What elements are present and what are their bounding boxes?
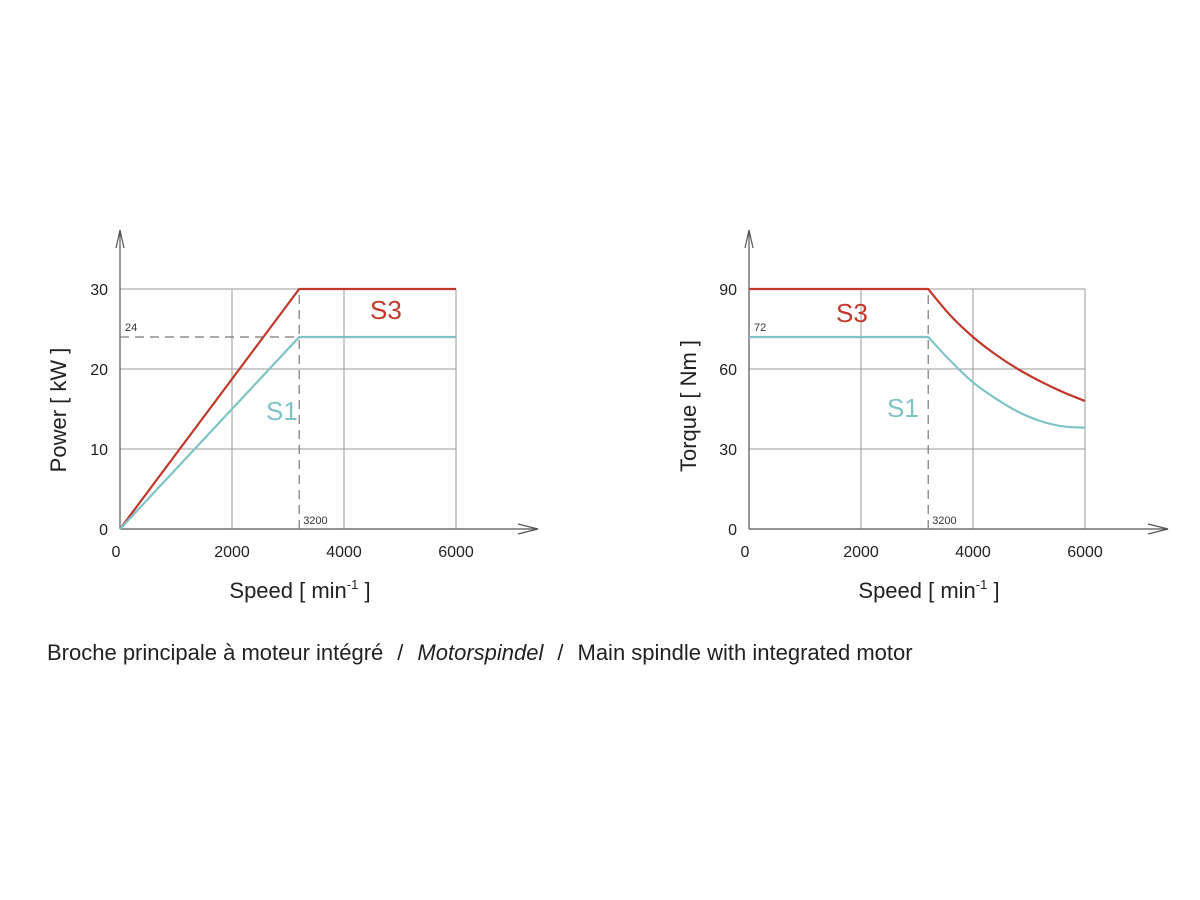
series-label-s3: S3 bbox=[836, 298, 868, 328]
series-line-s1 bbox=[119, 335, 456, 530]
x-tick-label: 4000 bbox=[326, 544, 362, 561]
caption-german: Motorspindel bbox=[417, 640, 544, 665]
torque-chart: 0 2000 4000 6000 0 30 60 90 3200 72 S3 S1 Torque [ N… bbox=[676, 229, 1169, 603]
caption: Broche principale à moteur intégré / Motor… bbox=[47, 640, 913, 666]
reference-x-label: 3200 bbox=[303, 515, 327, 527]
series-line-s3 bbox=[119, 287, 456, 530]
y-tick-label: 10 bbox=[90, 442, 108, 459]
x-tick-label: 0 bbox=[741, 544, 750, 561]
y-axis-label: Power [ kW ] bbox=[46, 348, 71, 473]
y-axis-arrow bbox=[115, 229, 125, 249]
series-line-s3 bbox=[749, 287, 1086, 403]
series-label-s1: S1 bbox=[266, 396, 298, 426]
y-tick-label: 30 bbox=[90, 282, 108, 299]
y-axis-label: Torque [ Nm ] bbox=[676, 340, 701, 472]
caption-english: Main spindle with integrated motor bbox=[577, 640, 913, 665]
caption-separator-2: / bbox=[557, 640, 564, 665]
x-tick-label: 6000 bbox=[1067, 544, 1103, 561]
y-tick-label: 0 bbox=[99, 522, 108, 539]
y-tick-label: 90 bbox=[719, 282, 737, 299]
caption-french: Broche principale à moteur intégré bbox=[47, 640, 384, 665]
y-tick-label: 20 bbox=[90, 362, 108, 379]
reference-y-label: 72 bbox=[754, 322, 766, 334]
x-axis-label: Speed [ min-1 ] bbox=[229, 577, 370, 603]
x-axis-label: Speed [ min-1 ] bbox=[858, 577, 999, 603]
y-tick-label: 0 bbox=[728, 522, 737, 539]
reference-x-label: 3200 bbox=[932, 515, 956, 527]
x-tick-label: 2000 bbox=[214, 544, 250, 561]
x-tick-label: 4000 bbox=[955, 544, 991, 561]
series-label-s3: S3 bbox=[370, 295, 402, 325]
y-axis-arrow bbox=[744, 229, 754, 249]
x-tick-label: 0 bbox=[112, 544, 121, 561]
power-chart: 0 2000 4000 6000 0 10 20 30 3200 24 S3 S1 Power [ kW… bbox=[46, 229, 539, 603]
y-tick-label: 60 bbox=[719, 362, 737, 379]
y-tick-label: 30 bbox=[719, 442, 737, 459]
x-tick-label: 6000 bbox=[438, 544, 474, 561]
x-tick-label: 2000 bbox=[843, 544, 879, 561]
x-axis-arrow bbox=[1147, 523, 1169, 535]
reference-y-label: 24 bbox=[125, 322, 137, 334]
series-line-s1 bbox=[749, 335, 1086, 429]
caption-separator-1: / bbox=[397, 640, 404, 665]
x-axis-arrow bbox=[517, 523, 539, 535]
series-label-s1: S1 bbox=[887, 393, 919, 423]
